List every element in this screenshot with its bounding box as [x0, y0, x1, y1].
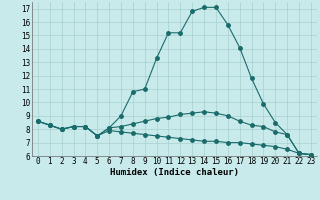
X-axis label: Humidex (Indice chaleur): Humidex (Indice chaleur)	[110, 168, 239, 177]
